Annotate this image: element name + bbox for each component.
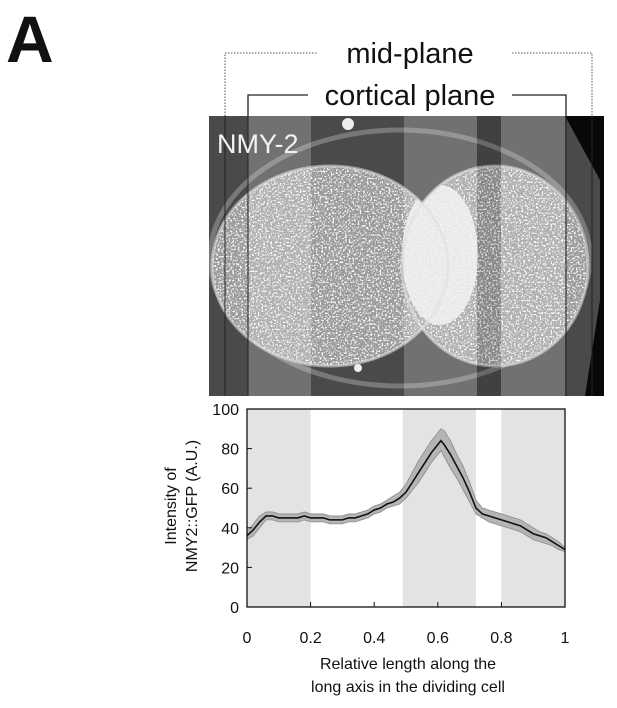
x-tick-label: 0 <box>243 630 252 647</box>
mean-line <box>247 439 565 551</box>
panel-label: A <box>6 2 54 76</box>
x-tick-label: 0.6 <box>427 630 449 647</box>
shaded-region-2 <box>501 409 565 607</box>
shaded-regions <box>247 409 565 607</box>
nmy2-micrograph: NMY-2 <box>209 116 604 396</box>
y-tick-label: 80 <box>221 442 239 459</box>
micrograph-label: NMY-2 <box>217 129 299 159</box>
x-axis-ticks: 0 0.2 0.4 0.6 0.8 1 <box>243 602 570 647</box>
y-tick-label: 100 <box>212 402 239 419</box>
x-tick-label: 1 <box>561 630 570 647</box>
y-tick-label: 60 <box>221 481 239 498</box>
y-axis-title-line2: NMY2::GFP (A.U.) <box>184 440 201 572</box>
x-axis-title-line1: Relative length along the <box>320 656 496 673</box>
shaded-region-0 <box>247 409 311 607</box>
y-tick-label: 20 <box>221 560 239 577</box>
y-tick-label: 40 <box>221 521 239 538</box>
x-tick-label: 0.4 <box>363 630 385 647</box>
y-axis-ticks: 0 20 40 60 80 100 <box>212 402 252 617</box>
cortical-plane-label: cortical plane <box>325 80 496 112</box>
y-axis-title-line1: Intensity of <box>163 467 180 545</box>
x-tick-label: 0.8 <box>490 630 512 647</box>
sem-band <box>247 428 565 552</box>
mid-plane-label: mid-plane <box>346 38 473 70</box>
plot-frame <box>246 408 566 608</box>
y-tick-label: 0 <box>230 600 239 617</box>
x-axis-title-line2: long axis in the dividing cell <box>311 679 505 696</box>
x-tick-label: 0.2 <box>299 630 321 647</box>
intensity-chart: 0 0.2 0.4 0.6 0.8 1 0 20 40 60 80 100 Intensity of… <box>163 402 570 696</box>
mid-plane-bracket: mid-plane <box>224 38 593 116</box>
cortical-plane-bracket: cortical plane <box>247 80 567 116</box>
